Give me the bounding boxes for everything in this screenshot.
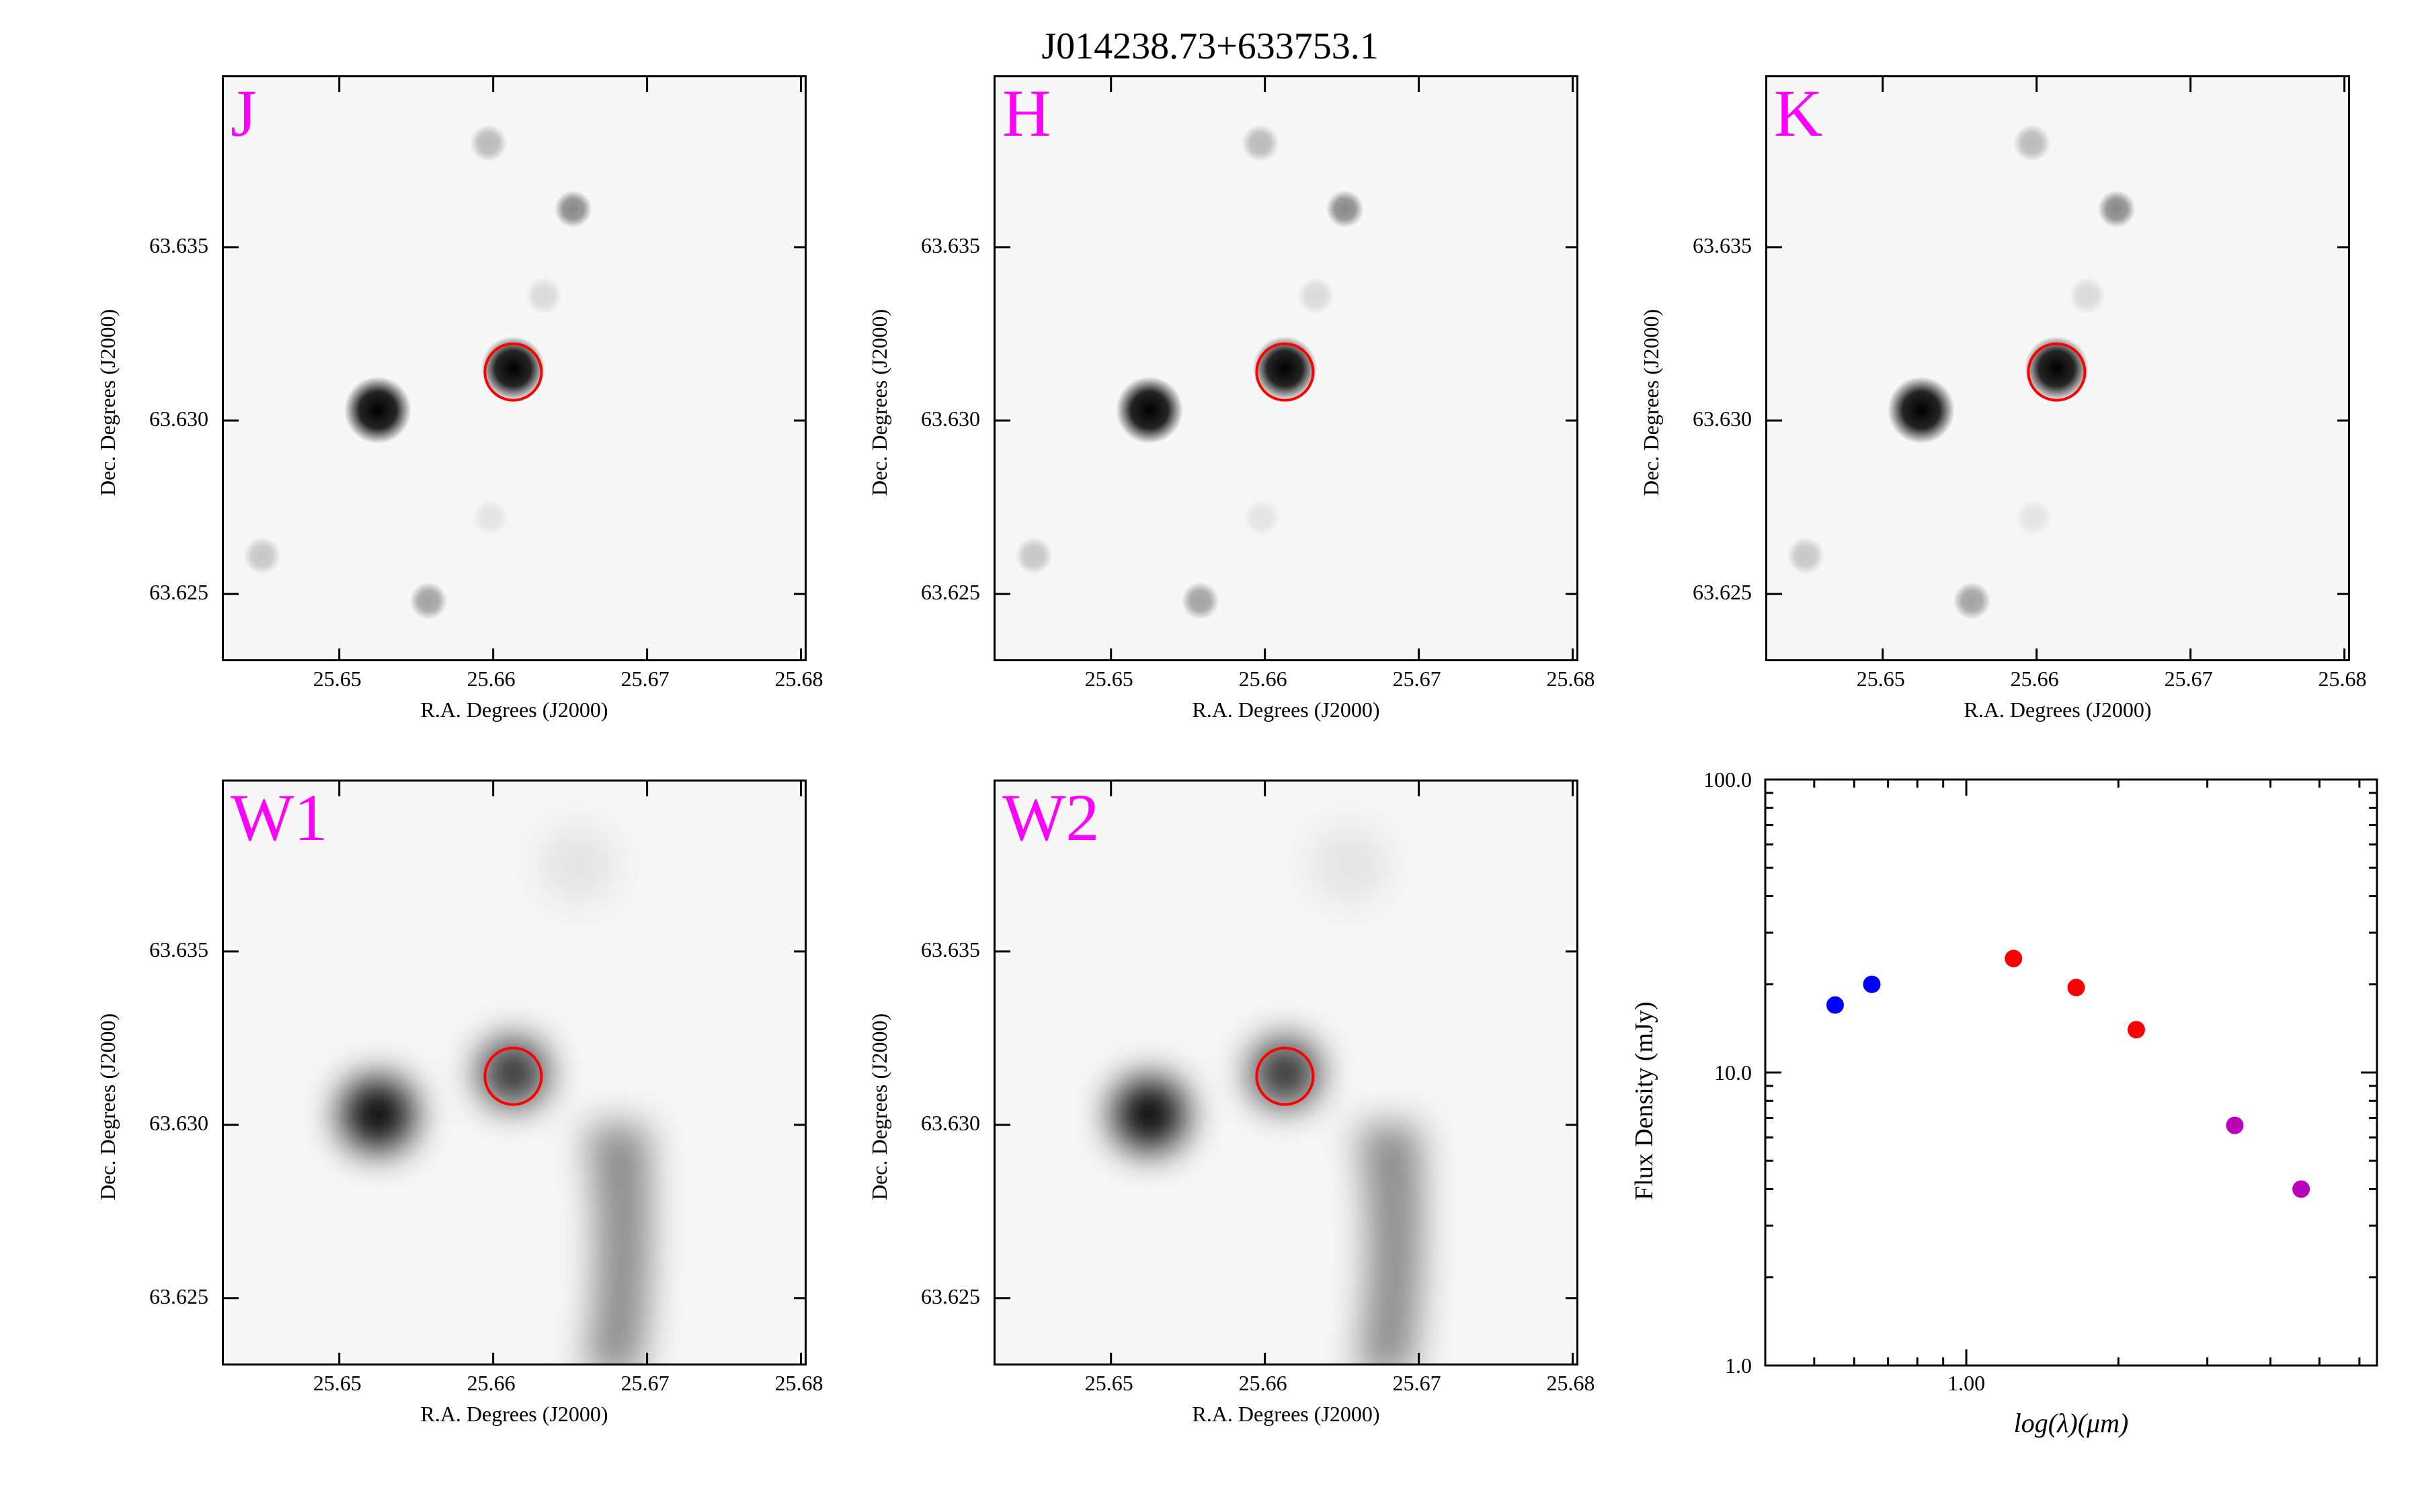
y-tick-label: 63.635 xyxy=(1693,233,1752,257)
target-aperture-j xyxy=(483,342,543,402)
y-tick-label: 63.630 xyxy=(921,406,980,431)
target-aperture-w2 xyxy=(1255,1046,1315,1106)
image-w2 xyxy=(996,782,1576,1363)
x-tick-label: 25.68 xyxy=(1546,1371,1595,1395)
x-tick-label: 25.67 xyxy=(2164,667,2213,691)
image-frame-w1: W1 xyxy=(222,780,807,1366)
x-tick-label: 25.68 xyxy=(774,667,823,691)
band-label-w2: W2 xyxy=(1002,780,1100,855)
image-frame-j: J xyxy=(222,75,807,661)
sed-point xyxy=(2067,978,2085,997)
image-frame-w2: W2 xyxy=(994,780,1578,1366)
sed-x-tick-label: 1.00 xyxy=(1947,1371,1986,1395)
y-tick-label: 63.630 xyxy=(149,1110,208,1135)
x-tick-label: 25.66 xyxy=(1238,667,1287,691)
x-tick-label: 25.66 xyxy=(2010,667,2059,691)
image-h xyxy=(996,77,1576,659)
x-tick-label: 25.67 xyxy=(1392,667,1441,691)
x-tick-label: 25.68 xyxy=(2318,667,2367,691)
x-axis-label: R.A. Degrees (J2000) xyxy=(1192,698,1380,722)
y-tick-label: 63.630 xyxy=(921,1110,980,1135)
band-label-w1: W1 xyxy=(231,780,328,855)
x-tick-label: 25.68 xyxy=(1546,667,1595,691)
sed-point xyxy=(2226,1116,2244,1134)
x-tick-label: 25.65 xyxy=(1084,667,1133,691)
y-tick-label: 63.635 xyxy=(921,233,980,257)
x-tick-label: 25.67 xyxy=(620,1371,670,1395)
sed-point xyxy=(2127,1021,2145,1039)
target-aperture-w1 xyxy=(483,1046,543,1106)
target-aperture-h xyxy=(1255,342,1315,402)
x-tick-label: 25.67 xyxy=(620,667,670,691)
image-frame-k: K xyxy=(1765,75,2350,661)
sed-y-tick-label: 1.0 xyxy=(1725,1353,1752,1378)
target-aperture-k xyxy=(2027,342,2087,402)
x-tick-label: 25.65 xyxy=(1856,667,1905,691)
image-frame-h: H xyxy=(994,75,1578,661)
image-j xyxy=(224,77,805,659)
x-tick-label: 25.67 xyxy=(1392,1371,1441,1395)
sed-x-axis-label: log(λ)(μm) xyxy=(2013,1408,2129,1438)
band-label-j: J xyxy=(231,76,257,151)
x-axis-label: R.A. Degrees (J2000) xyxy=(1964,698,2152,722)
sed-point xyxy=(2292,1180,2310,1198)
sed-frame xyxy=(1764,778,2378,1367)
band-label-h: H xyxy=(1002,76,1051,151)
x-axis-label: R.A. Degrees (J2000) xyxy=(1192,1402,1380,1426)
y-tick-label: 63.630 xyxy=(1693,406,1752,431)
x-tick-label: 25.66 xyxy=(467,667,516,691)
sed-point xyxy=(1863,975,1881,993)
figure-title: J014238.73+633753.1 xyxy=(1041,26,1379,67)
y-tick-label: 63.625 xyxy=(921,579,980,604)
y-tick-label: 63.635 xyxy=(149,937,208,962)
x-axis-label: R.A. Degrees (J2000) xyxy=(420,698,608,722)
image-k xyxy=(1767,77,2348,659)
x-tick-label: 25.68 xyxy=(774,1371,823,1395)
x-tick-label: 25.65 xyxy=(1084,1371,1133,1395)
x-tick-label: 25.65 xyxy=(313,667,362,691)
y-tick-label: 63.625 xyxy=(1693,579,1752,604)
sed-point xyxy=(1826,996,1844,1014)
x-axis-label: R.A. Degrees (J2000) xyxy=(420,1402,608,1426)
y-tick-label: 63.635 xyxy=(149,233,208,257)
sed-y-tick-label: 100.0 xyxy=(1703,767,1752,792)
y-tick-label: 63.630 xyxy=(149,406,208,431)
y-tick-label: 63.625 xyxy=(149,1284,208,1308)
x-tick-label: 25.66 xyxy=(467,1371,516,1395)
y-tick-label: 63.625 xyxy=(149,579,208,604)
sed-y-tick-label: 10.0 xyxy=(1714,1060,1752,1085)
x-tick-label: 25.66 xyxy=(1238,1371,1287,1395)
y-tick-label: 63.625 xyxy=(921,1284,980,1308)
image-w1 xyxy=(224,782,805,1363)
band-label-k: K xyxy=(1774,76,1823,151)
x-tick-label: 25.65 xyxy=(313,1371,362,1395)
sed-point xyxy=(2005,950,2023,968)
y-tick-label: 63.635 xyxy=(921,937,980,962)
